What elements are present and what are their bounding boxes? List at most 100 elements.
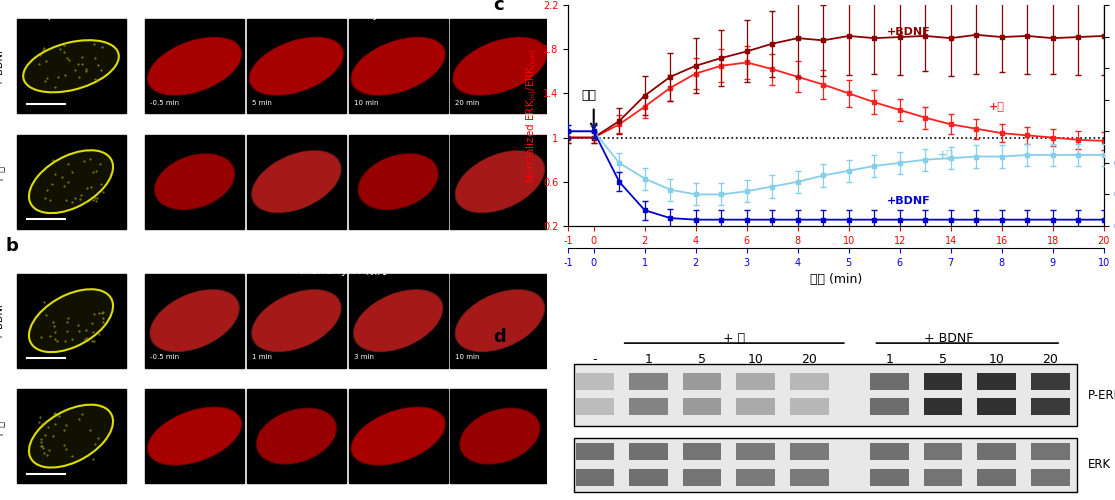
Bar xyxy=(145,274,244,368)
Bar xyxy=(871,443,909,460)
Bar xyxy=(17,274,126,368)
Ellipse shape xyxy=(350,36,446,96)
Bar xyxy=(145,389,244,483)
Ellipse shape xyxy=(351,408,445,465)
Bar xyxy=(349,134,448,229)
Ellipse shape xyxy=(353,289,444,352)
Bar xyxy=(246,134,346,229)
Bar xyxy=(450,134,550,229)
Bar xyxy=(573,438,1077,492)
Ellipse shape xyxy=(251,150,341,213)
Text: OptoTrkB: OptoTrkB xyxy=(39,10,90,20)
Text: b: b xyxy=(6,236,19,254)
Text: 1: 1 xyxy=(885,353,893,366)
Text: ERK-mCherry: ERK-mCherry xyxy=(307,10,380,20)
Text: 1 min: 1 min xyxy=(252,354,272,360)
Ellipse shape xyxy=(455,289,545,352)
Text: c: c xyxy=(493,0,504,14)
Bar xyxy=(978,469,1016,486)
Bar xyxy=(246,19,346,114)
Ellipse shape xyxy=(460,408,540,464)
Bar xyxy=(871,398,909,415)
Text: P-ERK: P-ERK xyxy=(1088,389,1115,402)
Ellipse shape xyxy=(255,408,337,465)
Bar xyxy=(736,469,775,486)
Bar xyxy=(450,274,550,368)
Text: -: - xyxy=(593,353,598,366)
Bar xyxy=(246,389,346,483)
Text: 10: 10 xyxy=(989,353,1005,366)
Text: + BDNF: + BDNF xyxy=(924,332,973,344)
Bar xyxy=(17,389,126,483)
Ellipse shape xyxy=(358,153,439,210)
Text: + 빛: + 빛 xyxy=(724,332,745,344)
Bar xyxy=(1031,373,1069,390)
Bar xyxy=(575,443,614,460)
Ellipse shape xyxy=(29,404,113,468)
Ellipse shape xyxy=(459,408,541,465)
Bar xyxy=(924,469,962,486)
Ellipse shape xyxy=(359,154,438,210)
Bar xyxy=(978,443,1016,460)
Ellipse shape xyxy=(149,289,240,352)
Bar xyxy=(573,364,1077,426)
Ellipse shape xyxy=(252,290,340,352)
Bar xyxy=(246,274,346,368)
Ellipse shape xyxy=(251,289,341,352)
Text: 자극: 자극 xyxy=(581,89,595,102)
Ellipse shape xyxy=(29,289,113,352)
Text: 3 min: 3 min xyxy=(353,354,374,360)
Text: + BDNF: + BDNF xyxy=(0,302,6,340)
Bar xyxy=(789,443,828,460)
Ellipse shape xyxy=(155,154,234,210)
Bar xyxy=(145,134,244,229)
Text: + 빛: + 빛 xyxy=(0,420,6,438)
Text: 20: 20 xyxy=(1043,353,1058,366)
Ellipse shape xyxy=(454,38,546,95)
Bar xyxy=(1031,398,1069,415)
Text: 10 min: 10 min xyxy=(353,100,378,106)
Bar xyxy=(629,469,668,486)
Ellipse shape xyxy=(23,40,119,92)
Bar xyxy=(789,398,828,415)
Bar xyxy=(736,398,775,415)
Ellipse shape xyxy=(453,36,547,96)
Bar xyxy=(575,469,614,486)
Bar xyxy=(978,373,1016,390)
Bar xyxy=(17,19,126,114)
Bar xyxy=(575,373,614,390)
Text: 5: 5 xyxy=(698,353,706,366)
Bar xyxy=(17,134,126,229)
Bar xyxy=(871,469,909,486)
Bar xyxy=(736,373,775,390)
Bar xyxy=(682,469,721,486)
Bar xyxy=(682,398,721,415)
Bar xyxy=(978,398,1016,415)
Bar xyxy=(924,443,962,460)
Bar xyxy=(450,19,550,114)
Ellipse shape xyxy=(147,36,242,96)
Ellipse shape xyxy=(250,38,342,95)
Bar xyxy=(450,389,550,483)
Bar xyxy=(1031,469,1069,486)
Text: 5: 5 xyxy=(939,353,947,366)
Bar xyxy=(349,19,448,114)
Bar xyxy=(349,274,448,368)
Text: +빛: +빛 xyxy=(938,150,954,160)
Ellipse shape xyxy=(256,408,336,464)
Text: + BDNF: + BDNF xyxy=(0,47,6,86)
Bar xyxy=(629,373,668,390)
Text: 1: 1 xyxy=(644,353,652,366)
Ellipse shape xyxy=(147,406,242,466)
Text: 10 min: 10 min xyxy=(455,354,479,360)
Bar xyxy=(682,373,721,390)
Bar xyxy=(1031,443,1069,460)
Bar xyxy=(629,398,668,415)
Bar xyxy=(629,443,668,460)
Text: +BDNF: +BDNF xyxy=(888,27,931,37)
Bar xyxy=(789,373,828,390)
X-axis label: 시간 (min): 시간 (min) xyxy=(809,274,862,286)
Ellipse shape xyxy=(151,290,239,352)
Text: -0.5 min: -0.5 min xyxy=(151,100,180,106)
Text: +BDNF: +BDNF xyxy=(888,196,931,206)
